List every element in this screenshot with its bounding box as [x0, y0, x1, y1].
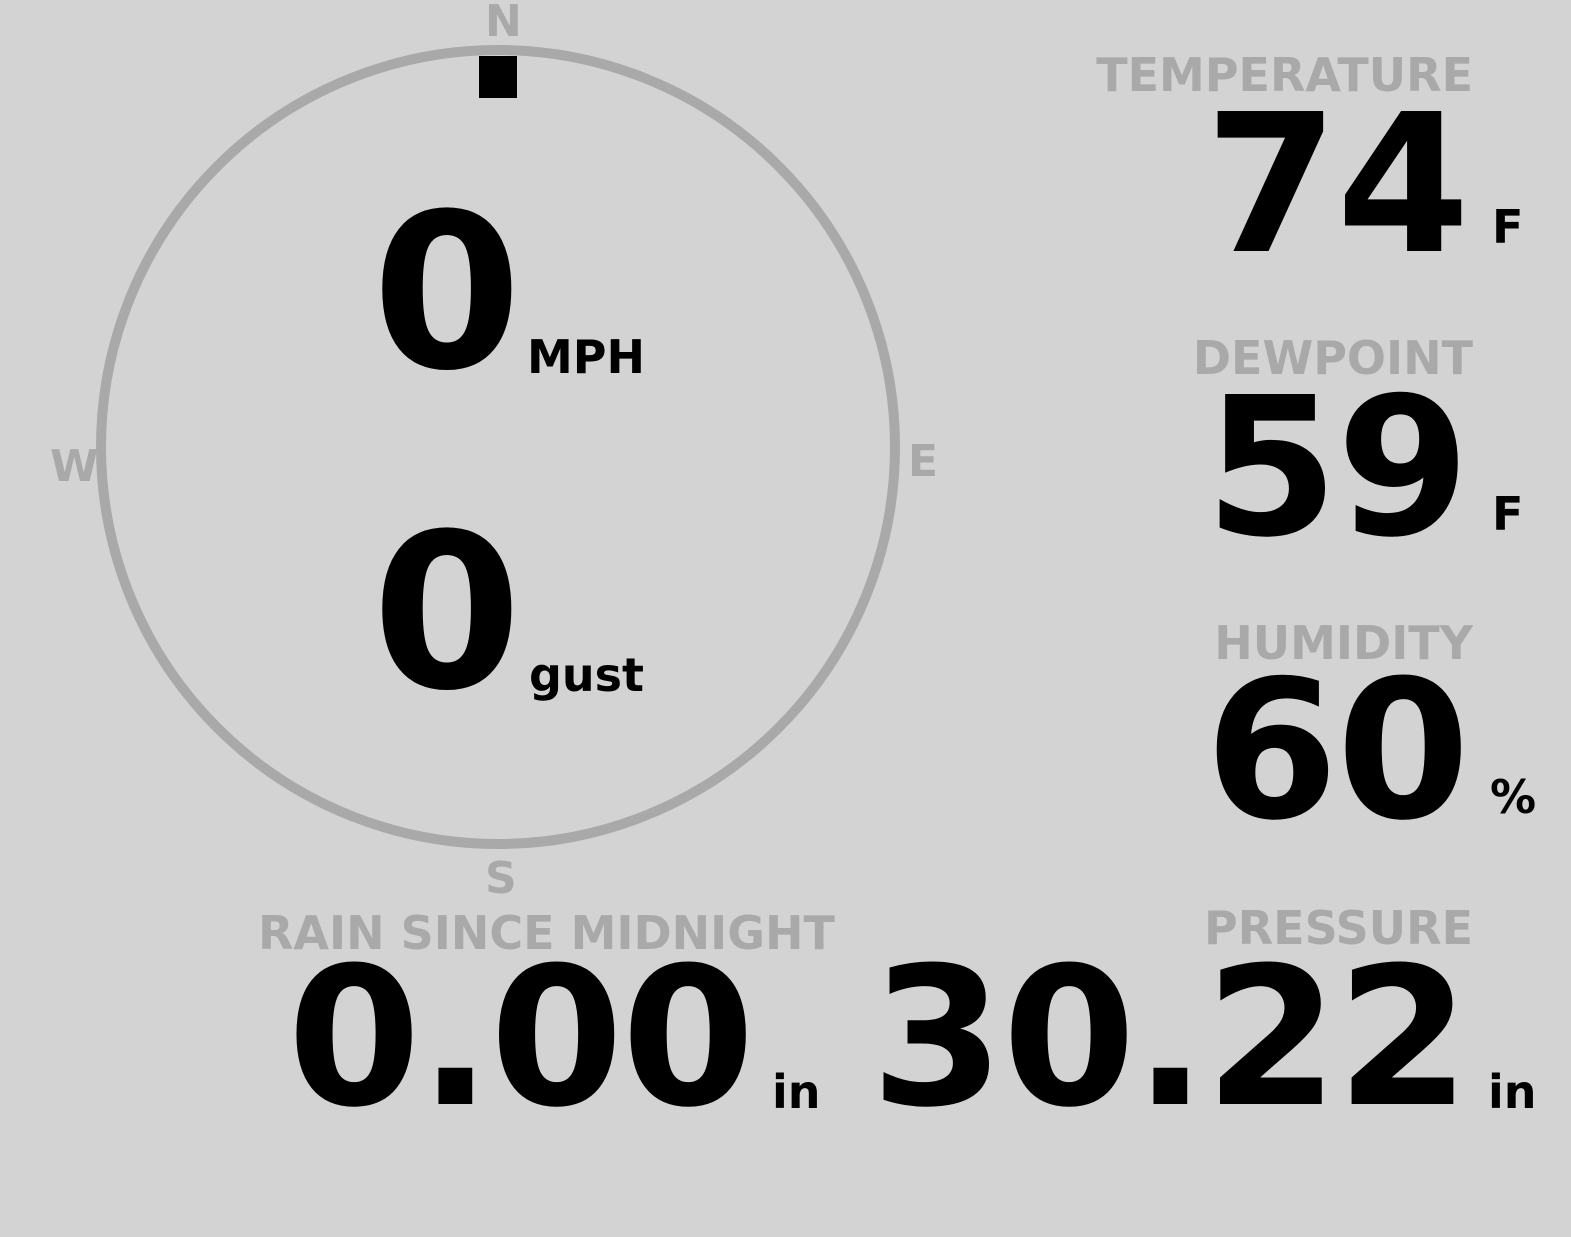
- wind-gust-value: 0: [372, 487, 522, 738]
- compass-east: E: [908, 436, 939, 487]
- compass-south: S: [485, 853, 517, 904]
- dewpoint-label: DEWPOINT: [1192, 331, 1473, 385]
- rain-value: 0.00: [287, 927, 755, 1150]
- wind-speed-unit: MPH: [527, 330, 645, 384]
- dewpoint-value: 59: [1204, 357, 1470, 580]
- humidity-label: HUMIDITY: [1214, 616, 1473, 670]
- rain-label: RAIN SINCE MIDNIGHT: [258, 906, 835, 960]
- humidity-value: 60: [1204, 640, 1470, 863]
- temperature-value: 74: [1204, 74, 1470, 297]
- wind-gust-label: gust: [529, 648, 645, 702]
- pressure-unit: in: [1488, 1065, 1537, 1119]
- wind-speed-value: 0: [372, 167, 522, 418]
- compass-ring: [96, 45, 900, 849]
- temperature-label: TEMPERATURE: [1096, 48, 1473, 102]
- compass-north: N: [485, 0, 522, 47]
- rain-unit: in: [772, 1065, 821, 1119]
- wind-direction-marker: [479, 56, 517, 98]
- temperature-unit: F: [1492, 200, 1524, 254]
- compass-west: W: [50, 441, 99, 492]
- dewpoint-unit: F: [1492, 487, 1524, 541]
- pressure-label: PRESSURE: [1204, 901, 1473, 955]
- pressure-value: 30.22: [870, 927, 1470, 1150]
- humidity-unit: %: [1490, 770, 1537, 824]
